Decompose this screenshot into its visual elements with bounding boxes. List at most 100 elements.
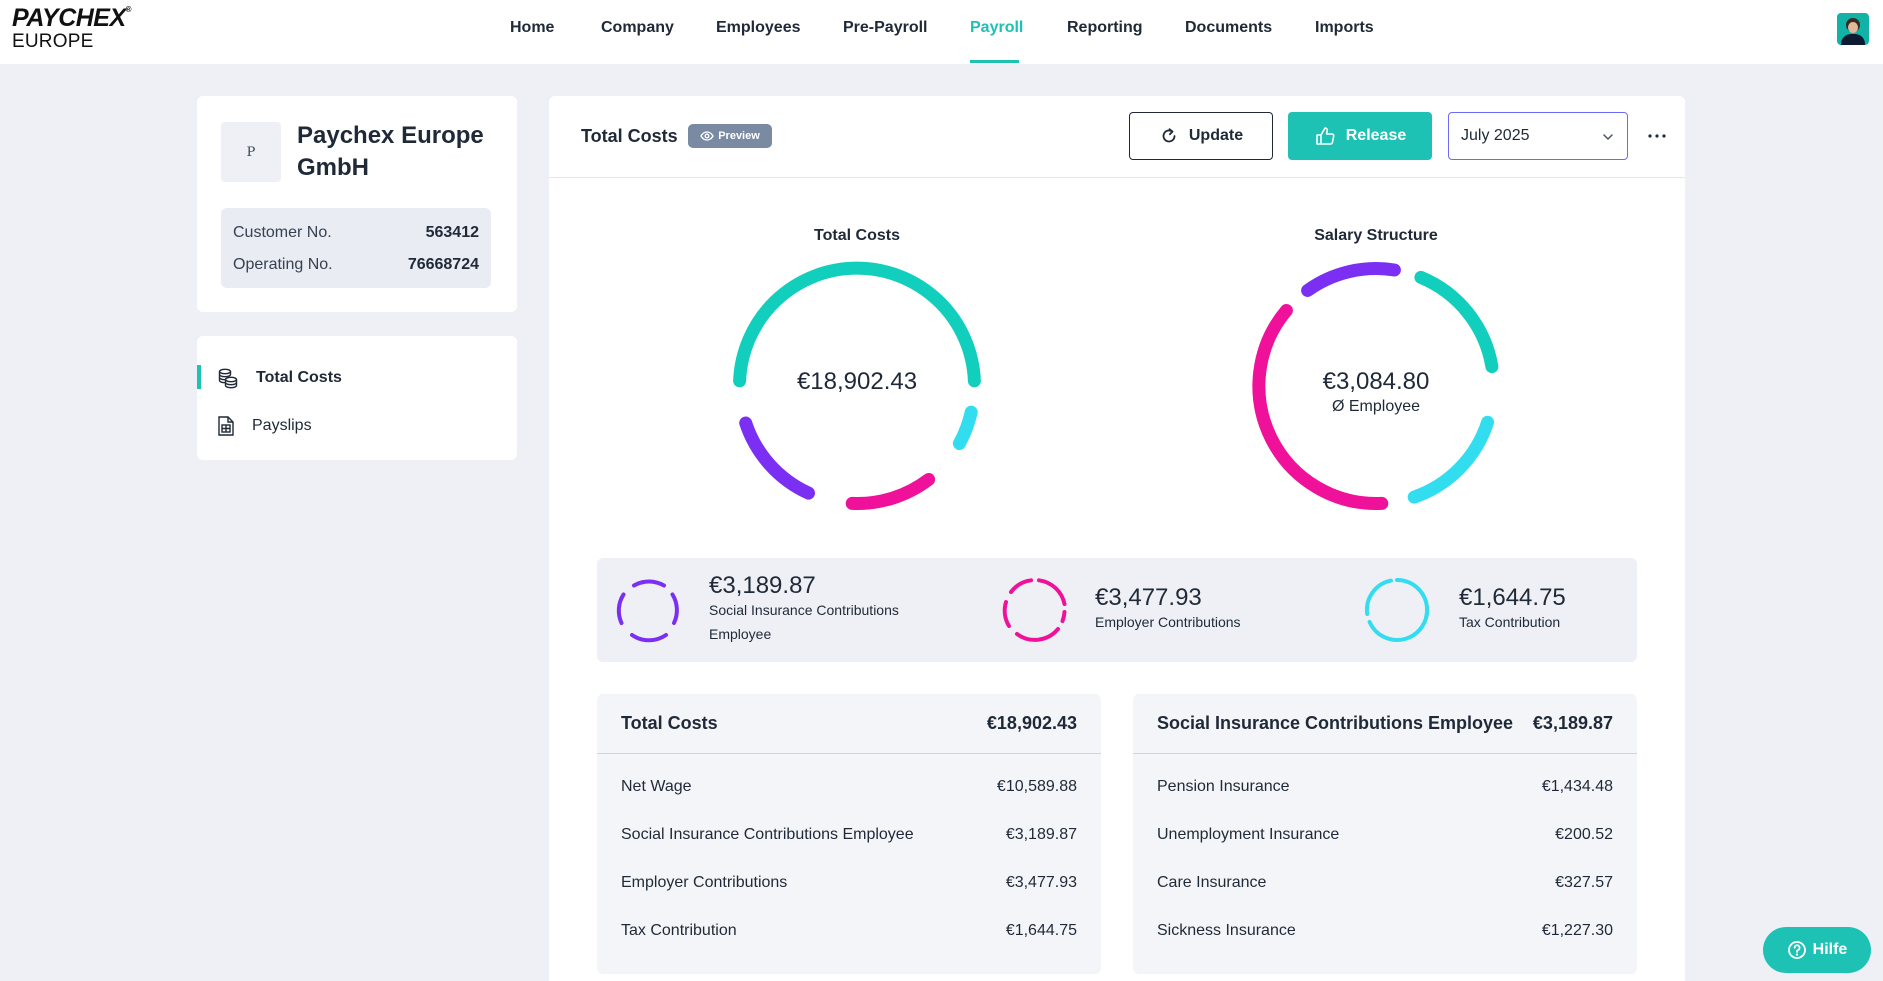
preview-badge-label: Preview bbox=[718, 130, 760, 142]
side-menu-label-total-costs: Total Costs bbox=[256, 369, 342, 386]
salary-structure-chart-value: €3,084.80 bbox=[1322, 368, 1430, 395]
payslip-document-icon bbox=[218, 416, 234, 436]
row-value: €1,227.30 bbox=[1541, 922, 1613, 939]
donut-segment-social-insurance-employee bbox=[739, 416, 815, 500]
summary-employer-contributions: €3,477.93 Employer Contributions bbox=[977, 558, 1337, 662]
summary-tax-contribution-label: Tax Contribution bbox=[1459, 614, 1561, 630]
summary-employer-contributions-label: Employer Contributions bbox=[1095, 614, 1241, 630]
total-costs-donut-chart bbox=[733, 261, 981, 510]
release-button-label: Release bbox=[1345, 127, 1407, 144]
row-value: €1,644.75 bbox=[1005, 922, 1077, 939]
table-row: Unemployment Insurance €200.52 bbox=[1157, 826, 1613, 844]
row-label: Employer Contributions bbox=[621, 874, 788, 891]
salary-segment-tax-contribution bbox=[1407, 415, 1495, 504]
month-select-value: July 2025 bbox=[1461, 127, 1530, 144]
summary-ring-employer-contributions bbox=[1002, 578, 1067, 642]
salary-structure-donut-chart bbox=[1252, 262, 1499, 510]
company-name: Paychex Europe GmbH bbox=[297, 122, 484, 181]
active-nav-indicator bbox=[970, 60, 1019, 63]
summary-tax-contribution-value: €1,644.75 bbox=[1459, 584, 1566, 611]
social-insurance-table-title: Social Insurance Contributions Employee bbox=[1157, 713, 1514, 733]
nav-imports[interactable]: Imports bbox=[1315, 19, 1374, 36]
update-button-label: Update bbox=[1188, 127, 1244, 144]
nav-reporting[interactable]: Reporting bbox=[1067, 19, 1143, 36]
table-row: Net Wage €10,589.88 bbox=[621, 778, 1077, 796]
coins-stack-icon bbox=[218, 368, 238, 389]
thumbs-up-icon bbox=[1315, 127, 1335, 145]
summary-social-insurance: €3,189.87 Social Insurance Contributions… bbox=[597, 558, 977, 662]
help-button[interactable]: Hilfe bbox=[1763, 927, 1871, 973]
donut-segment-net-wage bbox=[733, 261, 981, 388]
preview-badge: Preview bbox=[688, 124, 772, 148]
nav-pre-payroll[interactable]: Pre-Payroll bbox=[843, 19, 928, 36]
total-costs-chart-value: €18,902.43 bbox=[796, 368, 918, 395]
company-initial-avatar: P bbox=[221, 122, 281, 182]
total-costs-table: Total Costs €18,902.43 Net Wage €10,589.… bbox=[597, 694, 1101, 974]
customer-number-label: Customer No. bbox=[233, 224, 332, 241]
side-menu: Total Costs Payslips bbox=[197, 336, 517, 460]
customer-number-row: Customer No. 563412 bbox=[233, 224, 479, 242]
logo-line-2: EUROPE bbox=[12, 31, 94, 52]
operating-number-row: Operating No. 76668724 bbox=[233, 256, 479, 274]
table-row: Social Insurance Contributions Employee … bbox=[621, 826, 1077, 844]
logo-line-1: PAYCHEX bbox=[12, 4, 126, 32]
row-value: €1,434.48 bbox=[1541, 778, 1613, 795]
nav-documents[interactable]: Documents bbox=[1185, 19, 1273, 36]
row-label: Care Insurance bbox=[1157, 874, 1267, 891]
paychex-logo[interactable]: PAYCHEX® EUROPE bbox=[12, 4, 132, 52]
total-costs-table-total: €18,902.43 bbox=[986, 713, 1077, 733]
summary-social-insurance-label-line2: Employee bbox=[709, 626, 772, 642]
nav-employees[interactable]: Employees bbox=[716, 19, 801, 36]
user-avatar[interactable] bbox=[1837, 13, 1869, 45]
table-row: Sickness Insurance €1,227.30 bbox=[1157, 922, 1613, 940]
social-insurance-table-header: Social Insurance Contributions Employee … bbox=[1133, 694, 1637, 754]
update-button[interactable]: Update bbox=[1129, 112, 1273, 160]
month-select[interactable]: July 2025 bbox=[1448, 112, 1628, 160]
salary-segment-net-wage bbox=[1414, 270, 1499, 374]
side-menu-label-payslips: Payslips bbox=[252, 417, 312, 434]
summary-ring-social-insurance bbox=[616, 579, 679, 643]
top-navigation-bar: PAYCHEX® EUROPE Home Company Employees P… bbox=[0, 0, 1883, 64]
question-mark-icon bbox=[1787, 941, 1806, 959]
more-options-icon[interactable] bbox=[1645, 124, 1669, 148]
salary-segment-employer-contributions bbox=[1252, 304, 1389, 510]
side-menu-item-payslips[interactable]: Payslips bbox=[197, 405, 517, 445]
company-card: P Paychex Europe GmbH Customer No. 56341… bbox=[197, 96, 517, 312]
company-meta-box: Customer No. 563412 Operating No. 766687… bbox=[221, 208, 491, 288]
chevron-down-icon bbox=[1603, 134, 1613, 141]
eye-icon bbox=[700, 131, 714, 141]
total-costs-chart-title: Total Costs bbox=[814, 227, 900, 244]
summary-social-insurance-value: €3,189.87 bbox=[709, 572, 816, 599]
panel-header: Total Costs Preview Update Release July … bbox=[549, 96, 1685, 178]
table-row: Care Insurance €327.57 bbox=[1157, 874, 1613, 892]
row-label: Unemployment Insurance bbox=[1157, 826, 1340, 843]
table-row: Employer Contributions €3,477.93 bbox=[621, 874, 1077, 892]
summary-employer-contributions-value: €3,477.93 bbox=[1095, 584, 1202, 611]
row-label: Pension Insurance bbox=[1157, 778, 1290, 795]
row-value: €3,189.87 bbox=[1005, 826, 1077, 843]
customer-number-value: 563412 bbox=[425, 224, 479, 241]
social-insurance-table-total: €3,189.87 bbox=[1532, 713, 1613, 733]
release-button[interactable]: Release bbox=[1288, 112, 1432, 160]
row-value: €327.57 bbox=[1555, 874, 1613, 891]
row-value: €200.52 bbox=[1555, 826, 1613, 843]
operating-number-value: 76668724 bbox=[407, 256, 479, 273]
summary-tax-contribution: €1,644.75 Tax Contribution bbox=[1337, 558, 1637, 662]
refresh-icon bbox=[1162, 128, 1176, 143]
donut-segment-employer-contributions bbox=[845, 473, 936, 510]
row-label: Tax Contribution bbox=[621, 922, 737, 939]
summary-social-insurance-label-line1: Social Insurance Contributions bbox=[709, 602, 899, 618]
active-menu-indicator bbox=[197, 365, 201, 389]
total-costs-table-header: Total Costs €18,902.43 bbox=[597, 694, 1101, 754]
side-menu-item-total-costs[interactable]: Total Costs bbox=[197, 357, 517, 397]
page-title: Total Costs bbox=[581, 126, 678, 146]
salary-segment-social-insurance bbox=[1301, 262, 1401, 297]
nav-company[interactable]: Company bbox=[601, 19, 674, 36]
row-label: Net Wage bbox=[621, 778, 692, 795]
total-costs-table-title: Total Costs bbox=[621, 713, 718, 733]
donut-segment-tax-contribution bbox=[952, 405, 978, 450]
main-panel: Total Costs Preview Update Release July … bbox=[549, 96, 1685, 981]
nav-payroll[interactable]: Payroll bbox=[970, 19, 1024, 36]
nav-home[interactable]: Home bbox=[510, 19, 555, 36]
row-label: Social Insurance Contributions Employee bbox=[621, 826, 914, 843]
